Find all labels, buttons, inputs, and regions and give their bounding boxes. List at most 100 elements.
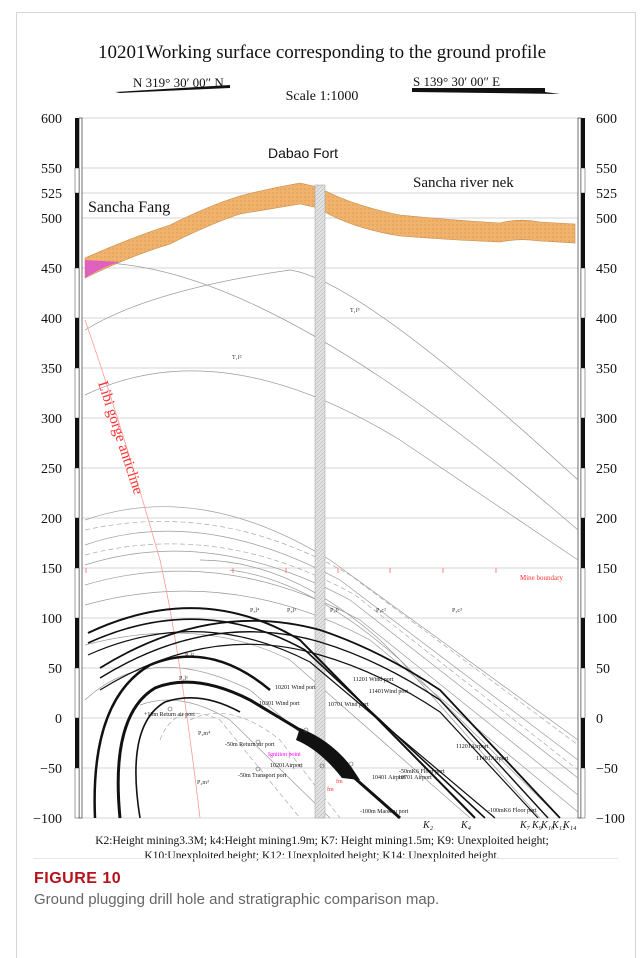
right-tick-550: 550 [596, 162, 617, 177]
port-labels: 11201 Wind port 11401Wind port 10201 Win… [144, 677, 537, 815]
seam-label-k12: K₁₂ [551, 820, 566, 831]
strata-label: P₃c³ [452, 608, 462, 614]
seam-label-k7: K₇ [519, 820, 531, 831]
figure-title: 10201Working surface corresponding to th… [98, 42, 546, 63]
anticline-axis [84, 319, 201, 819]
orientation-right: S 139° 30′ 00″ E [413, 74, 500, 89]
left-tick-500: 500 [41, 212, 62, 227]
port-label: 11201Airport [456, 744, 489, 750]
seam-line [87, 618, 486, 819]
orientation-arrow-right [412, 88, 560, 94]
right-tick-250: 250 [596, 462, 617, 477]
right-tick-minus100: −100 [596, 812, 625, 827]
port-label: 10401 Airport [372, 775, 406, 781]
fault-label-2: fm [327, 786, 334, 793]
ground-terrain [84, 182, 576, 279]
profile-diagram: 10201Working surface corresponding to th… [33, 42, 625, 862]
port-label: -50m Transport port [238, 773, 287, 779]
left-tick-550: 550 [41, 162, 62, 177]
left-tick-600: 600 [41, 112, 62, 127]
left-tick-minus100: −100 [33, 812, 62, 827]
seam-line [87, 631, 496, 819]
sancha-fang-label: Sancha Fang [88, 199, 170, 216]
strata-label: P₃l³ [287, 608, 296, 614]
ground-terrain-left-segment [85, 260, 120, 278]
seam-line [99, 631, 549, 819]
seam-label-k4: K₄ [460, 820, 472, 831]
left-tick-450: 450 [41, 262, 62, 277]
seam-line [87, 607, 476, 819]
right-tick-400: 400 [596, 312, 617, 327]
seam-line [93, 655, 271, 819]
orientation-left: N 319° 30′ 00″ N [133, 75, 224, 90]
strata-thin-lines [84, 262, 579, 819]
left-tick-50: 50 [48, 662, 62, 677]
strata-label: P₂m⁴ [198, 731, 210, 737]
strata-label: P₃c² [376, 608, 386, 614]
strata-label: T₁f³ [350, 307, 360, 314]
port-label: 10201Airport [270, 763, 303, 769]
right-axis-labels: 600 550 525 500 450 400 350 300 250 200 … [596, 112, 625, 827]
strata-label: P₃l⁴ [250, 608, 259, 614]
port-label: 11401Airport [476, 756, 509, 762]
right-tick-100: 100 [596, 612, 617, 627]
caption-separator [33, 858, 618, 859]
left-tick-300: 300 [41, 412, 62, 427]
legend-line-2: K10:Unexploited height; K12: Unexploited… [144, 850, 499, 862]
mine-boundary-label: Mine boundary [520, 574, 563, 582]
scale-label: Scale 1:1000 [286, 89, 359, 104]
port-label: +10m Return air port [144, 712, 195, 718]
port-label: 10301 Wind port [259, 701, 300, 707]
ignition-point-label: Ignition point [268, 752, 301, 758]
anticline-label: Libi gorge anticline [94, 379, 146, 497]
port-label: -50m Return air port [225, 742, 275, 748]
dabao-fort-label: Dabao Fort [268, 145, 338, 161]
left-tick-250: 250 [41, 462, 62, 477]
seam-line [116, 680, 401, 820]
port-label: 10701 Airport [398, 775, 432, 781]
right-tick-300: 300 [596, 412, 617, 427]
right-tick-150: 150 [596, 562, 617, 577]
left-tick-100: 100 [41, 612, 62, 627]
right-tick-525: 525 [596, 187, 617, 202]
left-axis-labels: 600 550 525 500 450 400 350 300 250 200 … [33, 112, 62, 827]
seam-line [135, 696, 241, 819]
left-axis-bar [74, 117, 83, 819]
legend-line-1: K2:Height mining3.3M; k4:Height mining1.… [95, 835, 549, 847]
right-tick-450: 450 [596, 262, 617, 277]
orientation-arrow-left [115, 85, 230, 93]
port-label: -50mK6 Floor port [399, 769, 445, 775]
seam-label-k14: K₁₄ [562, 820, 577, 831]
left-tick-400: 400 [41, 312, 62, 327]
ignition-seam-block [296, 728, 360, 780]
right-tick-minus50: −50 [596, 762, 618, 777]
right-axis-bar [577, 117, 586, 819]
grid-lines [82, 117, 578, 819]
seam-label-k10: K₁₀ [540, 820, 555, 831]
strata-label: P₂m³ [197, 780, 209, 786]
right-tick-500: 500 [596, 212, 617, 227]
strata-label: P₃l¹ [330, 608, 339, 614]
fault-label-1: fm [336, 778, 343, 785]
port-label: -100m Maokou port [360, 809, 409, 815]
right-tick-0: 0 [596, 712, 603, 727]
right-tick-600: 600 [596, 112, 617, 127]
mine-boundary-ticks [85, 568, 497, 573]
seam-labels: K₂ K₄ K₇ K₉ K₁₀ K₁₂ K₁₄ [422, 820, 577, 831]
port-label: 10701 Wind port [328, 702, 369, 708]
left-tick-350: 350 [41, 362, 62, 377]
left-tick-150: 150 [41, 562, 62, 577]
coal-seams [87, 607, 561, 820]
strata-dashed-lines [84, 521, 579, 819]
port-label: -100mK6 Floor port [488, 808, 537, 814]
sancha-river-label: Sancha river nek [413, 175, 514, 191]
right-tick-200: 200 [596, 512, 617, 527]
left-tick-200: 200 [41, 512, 62, 527]
drill-hole-column [314, 184, 326, 819]
seam-label-k9: K₉ [531, 820, 543, 831]
figure-number: FIGURE 10 [34, 870, 122, 887]
seam-line [99, 619, 561, 819]
port-label: 10201 Wind port [275, 685, 316, 691]
left-tick-525: 525 [41, 187, 62, 202]
seam-label-k2: K₂ [422, 820, 434, 831]
